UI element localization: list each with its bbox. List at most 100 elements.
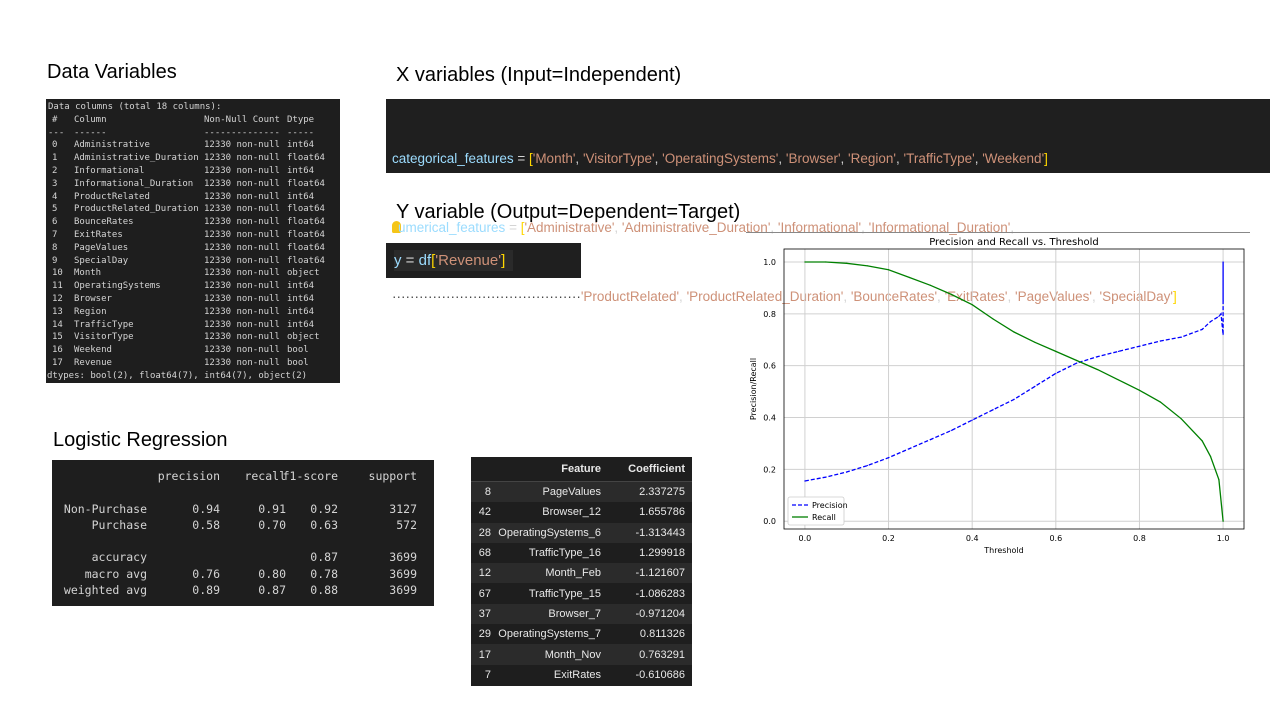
data-info-row: 16 Weekend 12330 non-null bool xyxy=(48,344,340,357)
separator: ------ xyxy=(74,127,204,140)
row-column: SpecialDay xyxy=(74,255,204,268)
table-row: 68 TrafficType_16 1.299918 xyxy=(471,543,692,563)
row-feature: ExitRates xyxy=(491,669,601,681)
report-col-header: precision xyxy=(150,469,220,483)
row-nonnull: 12330 non-null xyxy=(204,306,287,319)
row-nonnull: 12330 non-null xyxy=(204,293,287,306)
row-feature: OperatingSystems_6 xyxy=(491,527,601,539)
row-index: 6 xyxy=(48,216,74,229)
legend-label-precision: Precision xyxy=(812,501,848,510)
data-point-precision xyxy=(1139,346,1140,347)
y-variable-code: y = df['Revenue'] xyxy=(386,243,581,278)
chart-title: Precision and Recall vs. Threshold xyxy=(929,237,1099,248)
y-tick-label: 0.6 xyxy=(763,362,776,371)
row-dtype: float64 xyxy=(287,178,337,191)
x-tick-label: 1.0 xyxy=(1217,534,1230,543)
row-index: 68 xyxy=(471,547,491,559)
row-dtype: float64 xyxy=(287,255,337,268)
target-column: Revenue xyxy=(438,252,498,269)
data-point-precision xyxy=(1218,316,1219,317)
row-index: 12 xyxy=(471,567,491,579)
data-point-recall xyxy=(1118,379,1119,380)
row-column: ProductRelated xyxy=(74,191,204,204)
data-point-recall xyxy=(1160,401,1161,402)
row-dtype: int64 xyxy=(287,319,337,332)
table-row: 42 Browser_12 1.655786 xyxy=(471,502,692,522)
row-coefficient: 2.337275 xyxy=(601,486,685,498)
row-nonnull: 12330 non-null xyxy=(204,165,287,178)
report-row-label: Purchase xyxy=(52,518,147,532)
row-index: 67 xyxy=(471,588,491,600)
row-column: BounceRates xyxy=(74,216,204,229)
report-cell-support: 3699 xyxy=(347,550,417,564)
row-column: Informational xyxy=(74,165,204,178)
row-column: Region xyxy=(74,306,204,319)
row-nonnull: 12330 non-null xyxy=(204,242,287,255)
data-point-precision xyxy=(846,471,847,472)
string-literal: Browser xyxy=(788,151,838,166)
row-column: VisitorType xyxy=(74,331,204,344)
row-dtype: int64 xyxy=(287,139,337,152)
row-nonnull: 12330 non-null xyxy=(204,319,287,332)
data-point-precision xyxy=(1055,373,1056,374)
row-dtype: float64 xyxy=(287,203,337,216)
row-column: Browser xyxy=(74,293,204,306)
report-row-label: accuracy xyxy=(52,550,147,564)
report-cell-f1: 0.88 xyxy=(268,583,338,597)
row-feature: OperatingSystems_7 xyxy=(491,628,601,640)
chart-svg: Precision and Recall vs. Threshold0.0 0.2… xyxy=(746,232,1250,558)
feature-coefficient-table: Feature Coefficient 8 PageValues 2.337275 4… xyxy=(471,457,692,686)
separator: -------------- xyxy=(204,127,287,140)
row-nonnull: 12330 non-null xyxy=(204,331,287,344)
row-coefficient: -1.313443 xyxy=(601,527,685,539)
data-point-recall xyxy=(1013,331,1014,332)
data-point-recall xyxy=(846,263,847,264)
string-literal: VisitorType xyxy=(586,151,653,166)
y-tick-label: 1.0 xyxy=(763,258,776,267)
report-row-label: weighted avg xyxy=(52,583,147,597)
row-nonnull: 12330 non-null xyxy=(204,357,287,370)
table-row: 8 PageValues 2.337275 xyxy=(471,482,692,502)
data-info-row: 5 ProductRelated_Duration 12330 non-null fl… xyxy=(48,203,340,216)
row-column: OperatingSystems xyxy=(74,280,204,293)
data-info-row: 2 Informational 12330 non-null int64 xyxy=(48,165,340,178)
string-literal: Region xyxy=(851,151,894,166)
report-cell-support: 572 xyxy=(347,518,417,532)
row-nonnull: 12330 non-null xyxy=(204,178,287,191)
report-row: Non-Purchase 0.94 0.91 0.92 3127 xyxy=(52,502,422,518)
data-point-precision xyxy=(909,448,910,449)
data-info-row: 4 ProductRelated 12330 non-null int64 xyxy=(48,191,340,204)
report-row: macro avg 0.76 0.80 0.78 3699 xyxy=(52,567,422,583)
row-index: 7 xyxy=(48,229,74,242)
row-dtype: object xyxy=(287,331,337,344)
row-feature: TrafficType_15 xyxy=(491,588,601,600)
data-point-recall xyxy=(1139,390,1140,391)
row-nonnull: 12330 non-null xyxy=(204,344,287,357)
row-coefficient: -1.121607 xyxy=(601,567,685,579)
legend-label-recall: Recall xyxy=(812,513,836,522)
table-header: Feature Coefficient xyxy=(471,457,692,482)
data-point-precision xyxy=(930,439,931,440)
plot-frame xyxy=(784,249,1244,529)
row-column: ProductRelated_Duration xyxy=(74,203,204,216)
row-coefficient: -0.971204 xyxy=(601,608,685,620)
row-index: 9 xyxy=(48,255,74,268)
data-info-row: 14 TrafficType 12330 non-null int64 xyxy=(48,319,340,332)
row-index: 42 xyxy=(471,506,491,518)
series-line-precision xyxy=(805,262,1223,481)
y-axis-label: Precision/Recall xyxy=(749,358,758,420)
precision-recall-chart: Precision and Recall vs. Threshold 0.0 0.2… xyxy=(746,232,1250,558)
report-col-header: f1-score xyxy=(268,469,338,483)
string-literal: TrafficType xyxy=(906,151,972,166)
data-variables-heading: Data Variables xyxy=(47,61,177,84)
row-index: 8 xyxy=(48,242,74,255)
data-info-row: 13 Region 12330 non-null int64 xyxy=(48,306,340,319)
report-cell-support: 3699 xyxy=(347,583,417,597)
data-point-recall xyxy=(1222,521,1223,522)
row-dtype: object xyxy=(287,267,337,280)
data-point-recall xyxy=(1202,440,1203,441)
cat-values: 'Month', 'VisitorType', 'OperatingSystem… xyxy=(533,151,1044,166)
data-point-recall xyxy=(1210,456,1211,457)
df-var: df xyxy=(419,252,432,269)
row-coefficient: 1.299918 xyxy=(601,547,685,559)
